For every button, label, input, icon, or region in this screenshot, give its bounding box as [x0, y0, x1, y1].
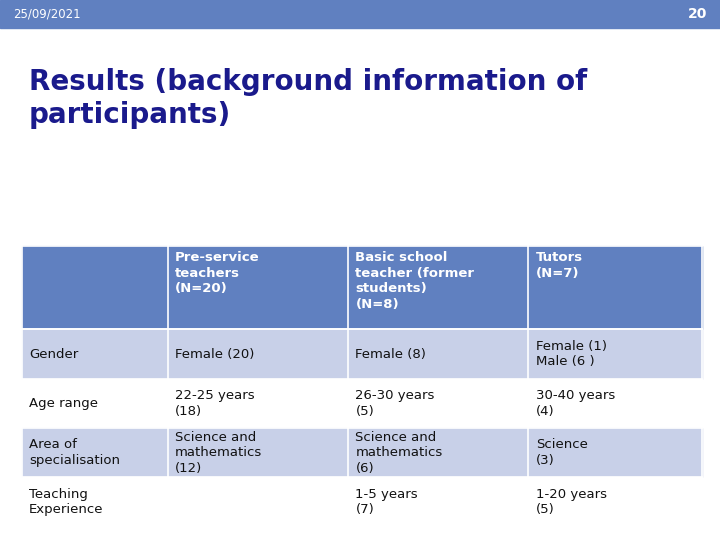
Text: Teaching
Experience: Teaching Experience — [29, 488, 103, 516]
Text: Age range: Age range — [29, 397, 98, 410]
Text: Science and
mathematics
(6): Science and mathematics (6) — [356, 430, 443, 475]
Text: Pre-service
teachers
(N=20): Pre-service teachers (N=20) — [175, 251, 260, 295]
Text: Female (8): Female (8) — [356, 348, 426, 361]
Bar — [22, 329, 702, 379]
Text: Basic school
teacher (former
students)
(N=8): Basic school teacher (former students) (… — [356, 251, 474, 310]
Text: 1-5 years
(7): 1-5 years (7) — [356, 488, 418, 516]
Text: 30-40 years
(4): 30-40 years (4) — [536, 389, 615, 417]
Text: Female (1)
Male (6 ): Female (1) Male (6 ) — [536, 340, 607, 368]
Text: Science and
mathematics
(12): Science and mathematics (12) — [175, 430, 262, 475]
Text: 25/09/2021: 25/09/2021 — [13, 8, 81, 21]
Text: Gender: Gender — [29, 348, 78, 361]
Text: 26-30 years
(5): 26-30 years (5) — [356, 389, 435, 417]
Bar — [22, 246, 168, 329]
Bar — [528, 246, 702, 329]
Bar — [22, 428, 702, 477]
Bar — [0, 0, 720, 28]
Bar — [168, 246, 348, 329]
Bar — [22, 379, 702, 428]
Bar — [348, 246, 528, 329]
Text: 20: 20 — [688, 7, 707, 21]
Text: Female (20): Female (20) — [175, 348, 254, 361]
Text: 22-25 years
(18): 22-25 years (18) — [175, 389, 255, 417]
Text: Tutors
(N=7): Tutors (N=7) — [536, 251, 582, 280]
Text: 1-20 years
(5): 1-20 years (5) — [536, 488, 607, 516]
Text: Area of
specialisation: Area of specialisation — [29, 438, 120, 467]
Text: Results (background information of
participants): Results (background information of parti… — [29, 68, 587, 129]
Text: Science
(3): Science (3) — [536, 438, 588, 467]
Bar — [22, 477, 702, 526]
